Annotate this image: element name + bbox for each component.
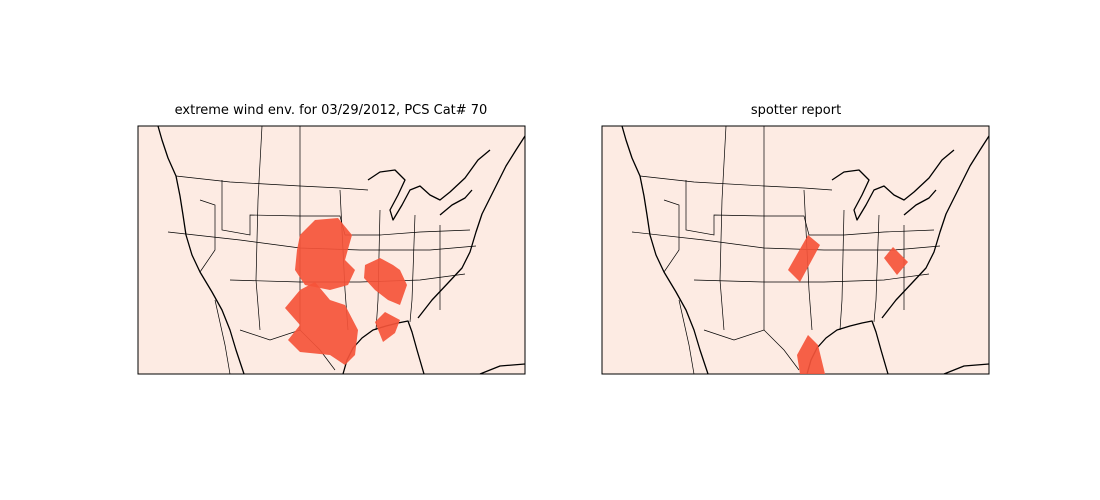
region <box>295 218 355 290</box>
panel-title: extreme wind env. for 03/29/2012, PCS Ca… <box>175 103 488 118</box>
panel-title: spotter report <box>751 103 841 118</box>
region <box>797 335 825 374</box>
region <box>285 282 358 365</box>
basemap <box>602 126 989 374</box>
map-panel: spotter report <box>602 103 989 374</box>
region <box>375 312 400 342</box>
region <box>364 258 407 305</box>
region <box>788 235 820 282</box>
map-panel: extreme wind env. for 03/29/2012, PCS Ca… <box>138 103 525 374</box>
region <box>884 247 908 275</box>
